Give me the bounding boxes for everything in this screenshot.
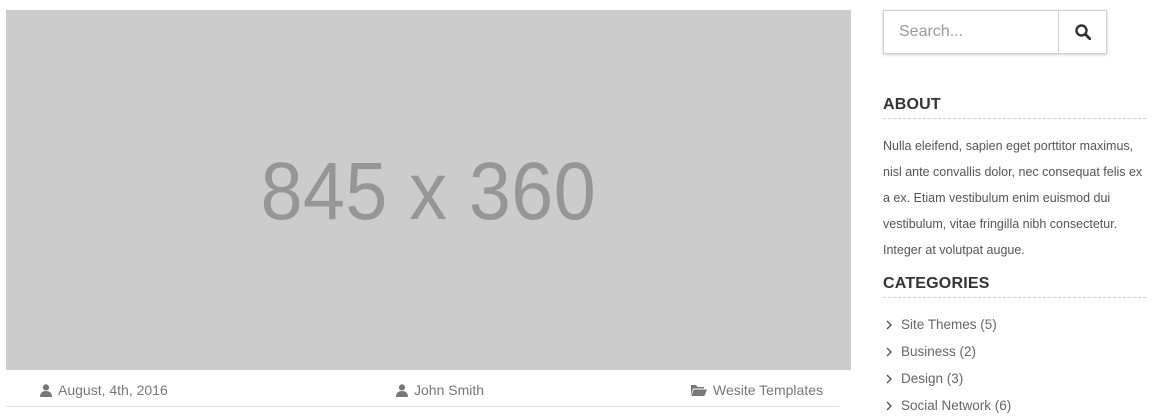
image-placeholder-text: 845 x 360 bbox=[260, 146, 597, 237]
category-link[interactable]: Social Network (6) bbox=[901, 398, 1012, 413]
category-item[interactable]: Business (2) bbox=[886, 338, 1011, 365]
category-item[interactable]: Design (3) bbox=[886, 365, 1011, 392]
search-icon bbox=[1074, 24, 1091, 40]
about-title: ABOUT bbox=[883, 96, 1146, 119]
category-list: Site Themes (5) Business (2) Design (3) … bbox=[886, 311, 1011, 418]
categories-title: CATEGORIES bbox=[883, 275, 1146, 298]
post-meta: August, 4th, 2016 John Smith Wesite Temp… bbox=[6, 372, 839, 407]
search-form bbox=[883, 10, 1107, 54]
category-link[interactable]: Site Themes (5) bbox=[901, 317, 997, 332]
post-category-text[interactable]: Wesite Templates bbox=[713, 382, 823, 398]
featured-image[interactable]: 845 x 360 bbox=[6, 10, 851, 370]
search-input[interactable] bbox=[883, 10, 1058, 54]
chevron-right-icon bbox=[886, 401, 892, 410]
search-button[interactable] bbox=[1058, 10, 1107, 54]
post-date-text: August, 4th, 2016 bbox=[58, 382, 168, 398]
folder-open-icon bbox=[691, 385, 708, 396]
category-item[interactable]: Social Network (6) bbox=[886, 392, 1011, 418]
user-icon bbox=[40, 383, 52, 397]
category-link[interactable]: Business (2) bbox=[901, 344, 977, 359]
post-author-text[interactable]: John Smith bbox=[414, 382, 485, 398]
category-item[interactable]: Site Themes (5) bbox=[886, 311, 1011, 338]
post-category[interactable]: Wesite Templates bbox=[691, 382, 823, 398]
user-icon bbox=[396, 383, 408, 397]
chevron-right-icon bbox=[886, 347, 892, 356]
post-date: August, 4th, 2016 bbox=[40, 382, 168, 398]
chevron-right-icon bbox=[886, 320, 892, 329]
post-author[interactable]: John Smith bbox=[396, 382, 484, 398]
category-link[interactable]: Design (3) bbox=[901, 371, 964, 386]
chevron-right-icon bbox=[886, 374, 892, 383]
about-text: Nulla eleifend, sapien eget porttitor ma… bbox=[883, 139, 1143, 257]
